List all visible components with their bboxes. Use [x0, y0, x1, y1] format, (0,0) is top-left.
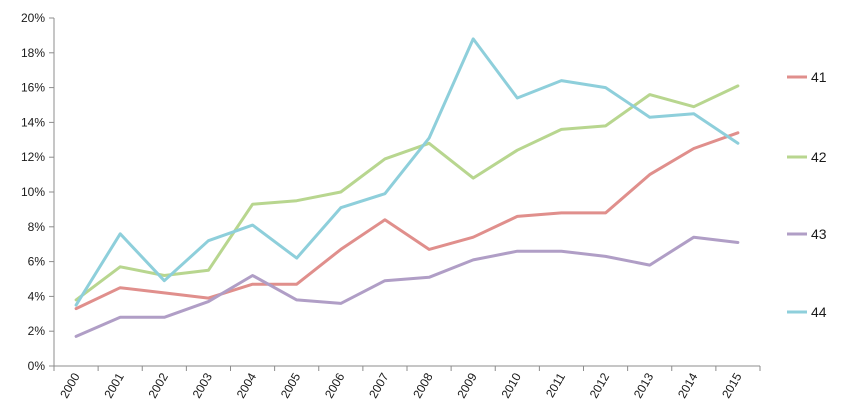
x-tick-label: 2003	[190, 370, 216, 400]
x-tick-label: 2004	[234, 370, 260, 400]
x-axis: 2000 2001 2002 2003 2004 2005 2006 2007 2008 2009…	[53, 365, 761, 401]
y-tick-label: 2%	[28, 324, 46, 338]
legend-label-42: 42	[811, 149, 827, 165]
series-lines	[74, 37, 740, 338]
y-tick-label: 6%	[28, 255, 46, 269]
x-tick-label: 2008	[410, 370, 436, 400]
x-tick-label: 2005	[278, 370, 304, 400]
y-tick-label: 4%	[28, 289, 46, 303]
legend-label-44: 44	[811, 304, 827, 320]
y-tick-label: 10%	[21, 185, 45, 199]
series-line-42	[74, 84, 740, 302]
y-axis: 0% 2% 4% 6% 8% 10% 12% 14% 16% 18% 20%	[21, 11, 55, 373]
x-tick-label: 2009	[454, 370, 480, 400]
x-tick-label: 2010	[498, 370, 524, 400]
legend: 41 42 43 44	[787, 69, 827, 320]
y-tick-label: 14%	[21, 115, 45, 129]
y-tick-label: 0%	[28, 359, 46, 373]
x-tick-label: 2001	[101, 370, 127, 400]
x-tick-label: 2014	[675, 370, 701, 400]
x-tick-label: 2000	[57, 370, 83, 400]
x-tick-label: 2013	[631, 370, 657, 400]
x-tick-label: 2011	[543, 370, 568, 400]
x-tick-label: 2002	[145, 370, 171, 400]
series-line-43	[74, 235, 740, 338]
y-tick-label: 20%	[21, 11, 45, 25]
legend-label-41: 41	[811, 69, 827, 85]
y-tick-label: 12%	[21, 150, 45, 164]
x-tick-label: 2015	[719, 370, 745, 400]
series-line-44	[74, 37, 740, 307]
x-tick-label: 2007	[366, 370, 392, 400]
x-tick-label: 2006	[322, 370, 348, 400]
legend-label-43: 43	[811, 226, 827, 242]
series-line-41	[74, 131, 740, 311]
y-tick-label: 16%	[21, 81, 45, 95]
y-tick-label: 8%	[28, 220, 46, 234]
y-tick-label: 18%	[21, 46, 45, 60]
x-tick-label: 2012	[587, 370, 613, 400]
